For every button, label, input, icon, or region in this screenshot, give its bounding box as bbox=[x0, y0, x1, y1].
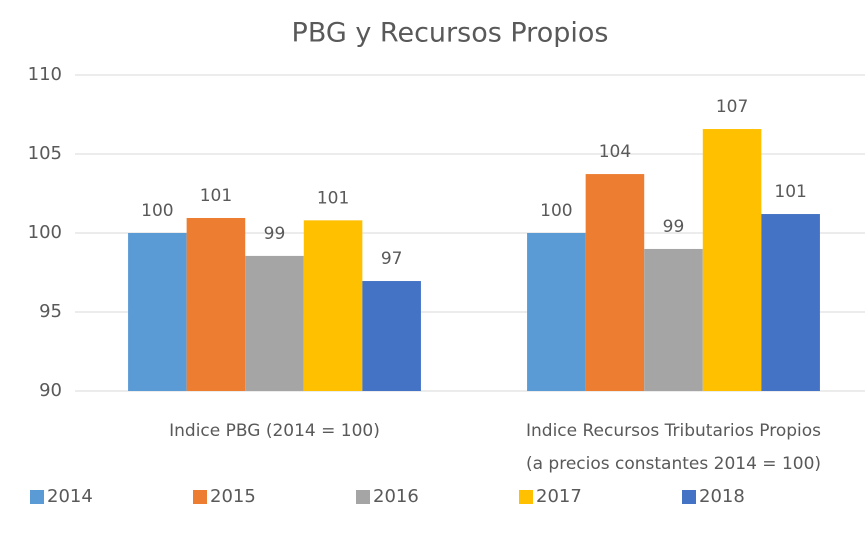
data-label: 97 bbox=[381, 249, 403, 269]
y-tick-label: 95 bbox=[39, 301, 62, 322]
bar bbox=[644, 248, 703, 391]
y-tick-label: 100 bbox=[28, 222, 62, 243]
chart-title: PBG y Recursos Propios bbox=[292, 18, 609, 49]
bar bbox=[186, 217, 246, 391]
legend-label: 2018 bbox=[699, 486, 745, 507]
bar bbox=[702, 129, 762, 391]
legend-swatch bbox=[30, 490, 44, 504]
data-label: 101 bbox=[774, 182, 806, 202]
y-tick-label: 90 bbox=[39, 380, 62, 401]
x-tick-label: Indice PBG (2014 = 100) bbox=[169, 421, 380, 441]
data-label: 101 bbox=[317, 188, 349, 208]
legend-swatch bbox=[519, 490, 533, 504]
bar bbox=[128, 233, 187, 391]
bar bbox=[245, 255, 304, 391]
legend-swatch bbox=[682, 490, 696, 504]
bar bbox=[362, 281, 421, 391]
data-label: 100 bbox=[141, 201, 173, 221]
data-label: 99 bbox=[264, 224, 286, 244]
bar bbox=[585, 174, 645, 391]
legend-label: 2014 bbox=[47, 486, 93, 507]
legend-swatch bbox=[356, 490, 370, 504]
x-tick-label: (a precios constantes 2014 = 100) bbox=[526, 454, 821, 474]
legend-label: 2017 bbox=[536, 486, 582, 507]
data-label: 104 bbox=[599, 142, 631, 162]
bar bbox=[527, 233, 586, 391]
data-label: 101 bbox=[200, 186, 232, 206]
legend-swatch bbox=[193, 490, 207, 504]
bar bbox=[761, 214, 820, 391]
legend-label: 2016 bbox=[373, 486, 419, 507]
y-tick-label: 110 bbox=[28, 64, 62, 85]
data-label: 100 bbox=[540, 201, 572, 221]
y-tick-label: 105 bbox=[28, 143, 62, 164]
legend-label: 2015 bbox=[210, 486, 256, 507]
data-label: 99 bbox=[663, 217, 685, 237]
x-tick-label: Indice Recursos Tributarios Propios bbox=[526, 421, 821, 441]
data-label: 107 bbox=[716, 97, 748, 117]
bar bbox=[303, 220, 363, 391]
